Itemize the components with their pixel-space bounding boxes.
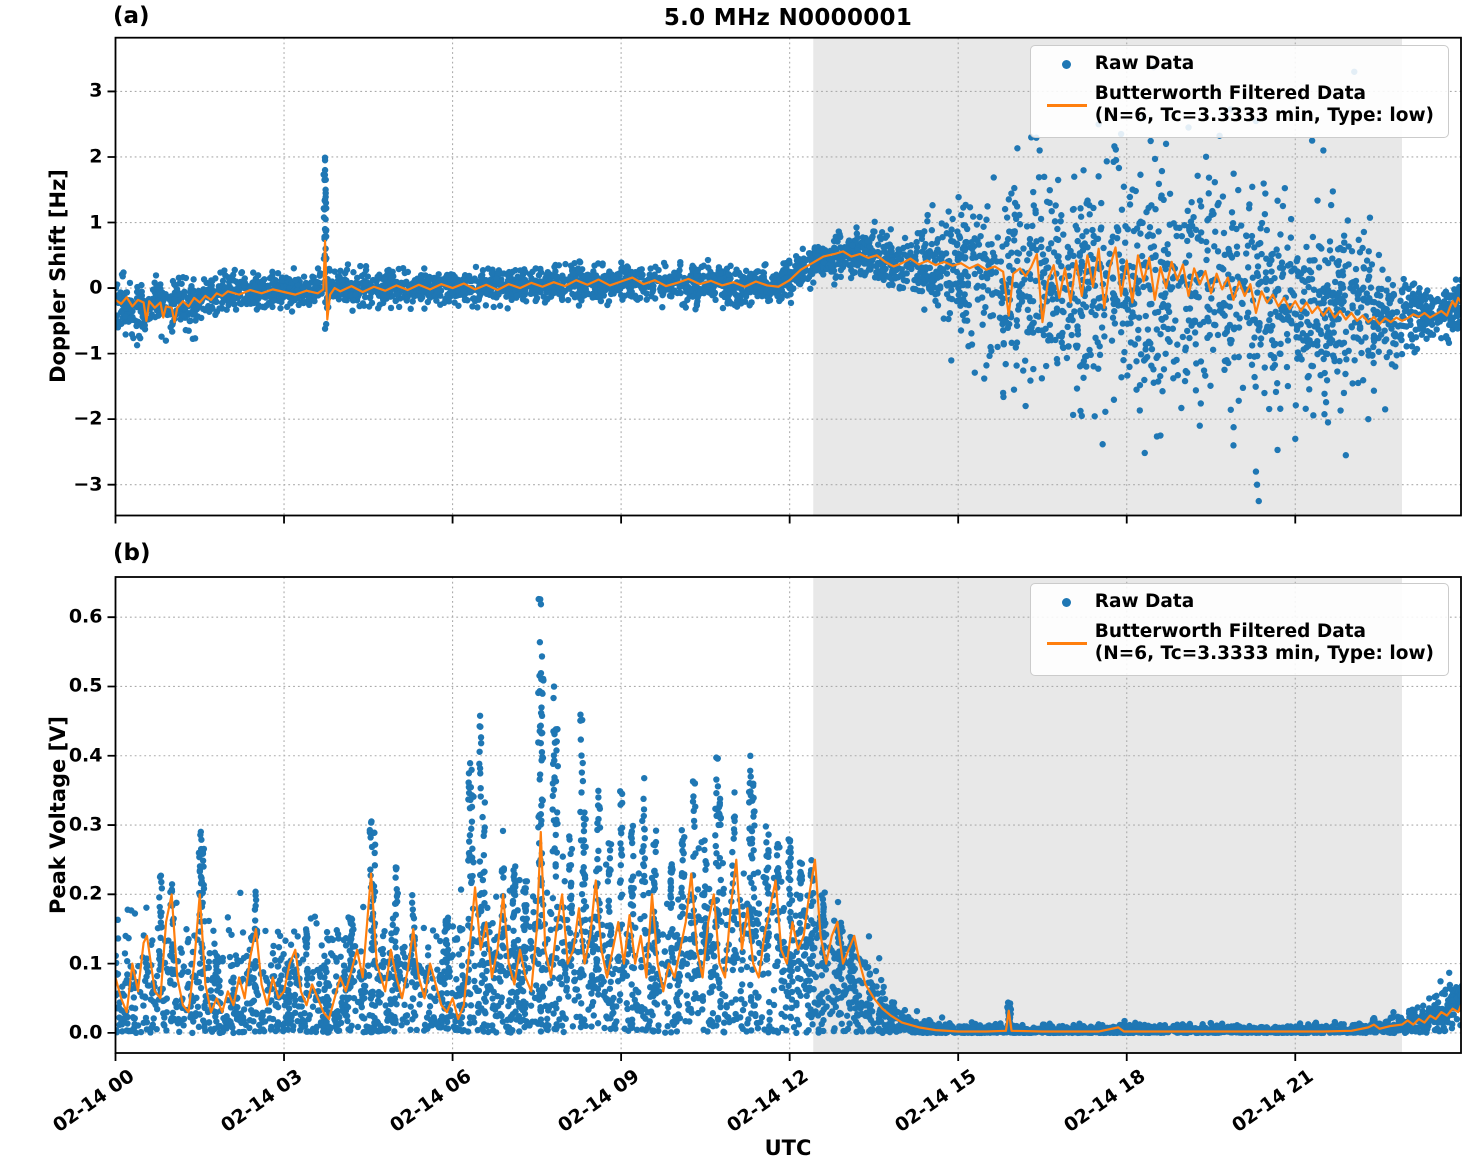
legend-filtered-label-line2: (N=6, Tc=3.3333 min, Type: low): [1094, 105, 1434, 127]
raw-data-marker-swatch: [1039, 597, 1095, 607]
y-tick-label: 2: [89, 145, 103, 168]
line-segment-icon: [1046, 641, 1087, 645]
panel-a-label: (a): [113, 3, 150, 29]
legend-panel-b: Raw Data Butterworth Filtered Data (N=6,…: [1029, 583, 1449, 676]
legend-entry-filtered-data: Butterworth Filtered Data (N=6, Tc=3.333…: [1039, 621, 1434, 666]
legend-raw-data-label: Raw Data: [1094, 53, 1195, 74]
y-tick-label: 0.3: [68, 813, 103, 836]
panel-b-label: (b): [113, 540, 151, 566]
legend-entry-filtered-data: Butterworth Filtered Data (N=6, Tc=3.333…: [1039, 83, 1434, 128]
y-tick-label: 0.0: [68, 1021, 103, 1044]
x-axis-label: UTC: [764, 1136, 812, 1160]
legend-raw-data-label: Raw Data: [1094, 591, 1195, 612]
figure-title: 5.0 MHz N0000001: [663, 5, 913, 31]
raw-data-marker-swatch: [1039, 59, 1095, 69]
y-tick-label: 3: [89, 79, 103, 102]
filtered-line-marker-swatch: [1039, 641, 1095, 645]
scatter-dot-icon: [1062, 597, 1072, 607]
legend-entry-raw-data: Raw Data: [1039, 591, 1434, 614]
filtered-line-marker-swatch: [1039, 103, 1095, 107]
y-tick-label: −3: [73, 473, 103, 496]
legend-filtered-label-line2: (N=6, Tc=3.3333 min, Type: low): [1094, 643, 1434, 665]
scatter-dot-icon: [1062, 59, 1072, 69]
legend-entry-raw-data: Raw Data: [1039, 53, 1434, 76]
y-tick-label: 0.1: [68, 952, 103, 975]
y-tick-label: −1: [73, 342, 103, 365]
y-tick-label: 0: [89, 276, 103, 299]
y-tick-label: 0.6: [68, 605, 103, 628]
y-tick-label: 1: [89, 211, 103, 234]
legend-filtered-label-line1: Butterworth Filtered Data: [1094, 620, 1367, 642]
y-tick-label: −2: [73, 407, 103, 430]
y-tick-label: 0.4: [68, 744, 103, 767]
line-segment-icon: [1046, 103, 1087, 107]
y-tick-label: 0.2: [68, 882, 103, 905]
y-tick-label: 0.5: [68, 675, 103, 698]
legend-panel-a: Raw Data Butterworth Filtered Data (N=6,…: [1029, 45, 1449, 138]
legend-filtered-label-line1: Butterworth Filtered Data: [1094, 82, 1367, 104]
